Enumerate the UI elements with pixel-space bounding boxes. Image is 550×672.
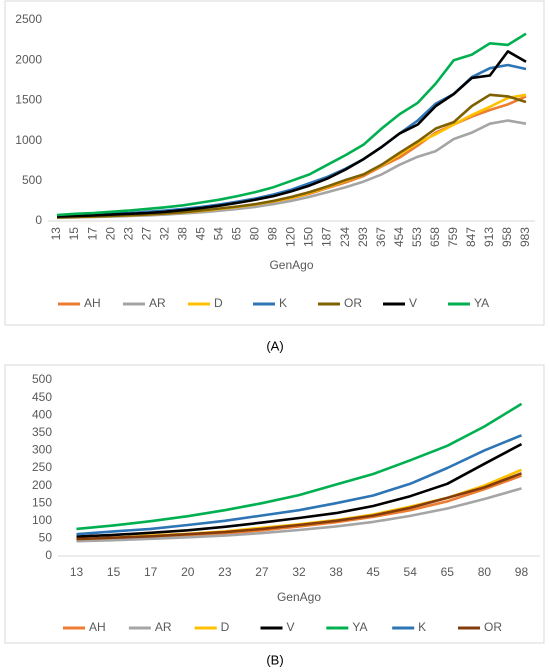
x-tick-label: 32: [292, 565, 306, 579]
x-tick-label: 15: [67, 227, 81, 241]
x-tick-label: 983: [518, 227, 532, 247]
series-line: [56, 32, 527, 217]
legend-label: AH: [89, 620, 106, 634]
legend-label: V: [287, 620, 295, 634]
x-tick-label: 65: [441, 565, 455, 579]
x-axis-title: GenAgo: [277, 590, 321, 604]
y-tick-label: 100: [32, 513, 52, 527]
y-tick-label: 200: [32, 478, 52, 492]
series-line: [76, 487, 522, 543]
x-tick-label: 23: [218, 565, 232, 579]
legend-label: D: [214, 296, 223, 310]
y-tick-label: 350: [32, 425, 52, 439]
x-tick-label: 98: [266, 227, 280, 241]
x-tick-label: 759: [446, 227, 460, 247]
x-tick-label: 20: [103, 227, 117, 241]
y-tick-label: 0: [45, 548, 52, 562]
x-tick-label: 17: [144, 565, 158, 579]
x-tick-label: 454: [392, 227, 406, 247]
y-tick-label: 150: [32, 495, 52, 509]
legend-label: OR: [484, 620, 502, 634]
x-tick-label: 54: [212, 227, 226, 241]
x-tick-label: 847: [464, 227, 478, 247]
legend-label: OR: [344, 296, 362, 310]
series-line: [76, 434, 522, 536]
legend-label: K: [418, 620, 426, 634]
legend-label: D: [221, 620, 230, 634]
x-tick-label: 150: [302, 227, 316, 247]
x-tick-label: 553: [410, 227, 424, 247]
series-line: [56, 50, 527, 218]
x-tick-label: 913: [482, 227, 496, 247]
y-tick-label: 1500: [15, 93, 42, 107]
y-tick-label: 2000: [15, 52, 42, 66]
y-tick-label: 400: [32, 407, 52, 421]
x-tick-label: 38: [329, 565, 343, 579]
x-tick-label: 54: [404, 565, 418, 579]
x-tick-label: 234: [338, 227, 352, 247]
x-axis-title: GenAgo: [269, 258, 313, 272]
legend-label: V: [409, 296, 417, 310]
x-tick-label: 80: [248, 227, 262, 241]
legend-label: AR: [149, 296, 166, 310]
x-tick-label: 80: [478, 565, 492, 579]
caption: (A): [266, 338, 283, 353]
series-line: [76, 402, 523, 531]
x-tick-label: 98: [515, 565, 529, 579]
x-tick-label: 13: [70, 565, 84, 579]
x-tick-label: 13: [49, 227, 63, 241]
x-tick-label: 27: [255, 565, 269, 579]
chart-frame: [4, 364, 545, 644]
series-line: [76, 442, 523, 538]
y-tick-label: 450: [32, 390, 52, 404]
legend-label: YA: [352, 620, 367, 634]
x-tick-label: 23: [121, 227, 135, 241]
y-tick-label: 0: [35, 213, 42, 227]
x-tick-label: 120: [284, 227, 298, 247]
y-tick-label: 2500: [15, 12, 42, 26]
x-tick-label: 187: [320, 227, 334, 247]
x-tick-label: 45: [193, 227, 207, 241]
y-tick-label: 300: [32, 443, 52, 457]
x-tick-label: 17: [85, 227, 99, 241]
x-tick-label: 45: [366, 565, 380, 579]
x-tick-label: 15: [107, 565, 121, 579]
x-tick-label: 20: [181, 565, 195, 579]
y-tick-label: 1000: [15, 133, 42, 147]
legend-label: K: [279, 296, 287, 310]
x-tick-label: 367: [374, 227, 388, 247]
x-tick-label: 38: [175, 227, 189, 241]
y-tick-label: 50: [39, 531, 53, 545]
chart-frame: [4, 0, 545, 326]
x-tick-label: 658: [428, 227, 442, 247]
y-tick-label: 500: [22, 173, 42, 187]
legend-label: AR: [155, 620, 172, 634]
y-tick-label: 500: [32, 372, 52, 386]
x-tick-label: 65: [230, 227, 244, 241]
x-tick-label: 32: [157, 227, 171, 241]
caption: (B): [266, 652, 283, 667]
y-tick-label: 250: [32, 460, 52, 474]
series-line: [76, 472, 522, 541]
x-tick-label: 293: [356, 227, 370, 247]
legend-label: YA: [474, 296, 489, 310]
x-tick-label: 27: [139, 227, 153, 241]
legend-label: AH: [84, 296, 101, 310]
series-line: [56, 93, 527, 219]
x-tick-label: 958: [500, 227, 514, 247]
